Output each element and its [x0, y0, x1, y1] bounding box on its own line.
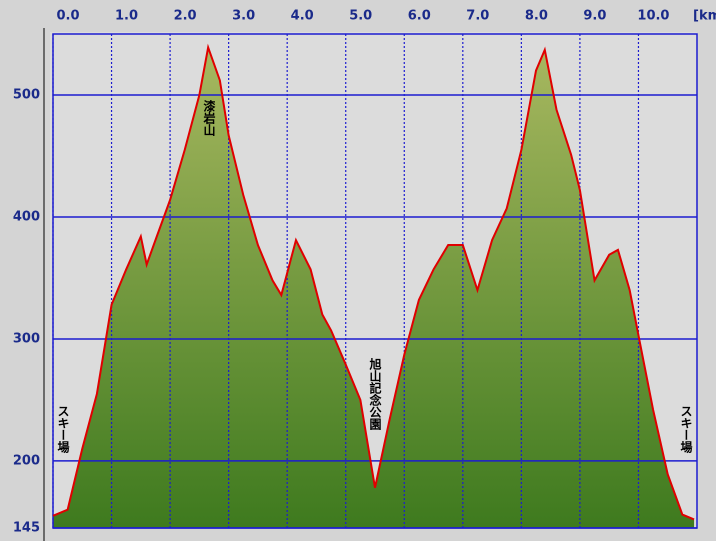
x-tick-label: 8.0: [525, 9, 548, 24]
y-tick-label: 145: [13, 521, 40, 536]
x-tick-label: 1.0: [115, 9, 138, 24]
plot-frame: [52, 33, 698, 529]
x-tick-label: 7.0: [466, 9, 489, 24]
annotation: 漆岩山: [202, 100, 216, 136]
x-unit: [km]: [693, 9, 716, 24]
x-tick-label: 4.0: [291, 9, 314, 24]
elevation-area: [53, 47, 695, 528]
x-tick-label: 2.0: [174, 9, 197, 24]
x-tick-label: 10.0: [637, 9, 669, 24]
y-tick-label: 200: [13, 453, 40, 468]
y-tick-label: 400: [13, 209, 40, 224]
annotation: 旭山記念公園: [368, 358, 382, 430]
y-tick-label: 300: [13, 331, 40, 346]
annotation: スキー場: [56, 405, 70, 453]
x-tick-label: 0.0: [56, 9, 79, 24]
annotation: スキー場: [679, 405, 693, 453]
x-tick-label: 5.0: [349, 9, 372, 24]
x-tick-label: 9.0: [583, 9, 606, 24]
y-tick-label: 500: [13, 87, 40, 102]
x-tick-label: 3.0: [232, 9, 255, 24]
x-tick-label: 6.0: [408, 9, 431, 24]
elevation-line: [52, 43, 695, 521]
